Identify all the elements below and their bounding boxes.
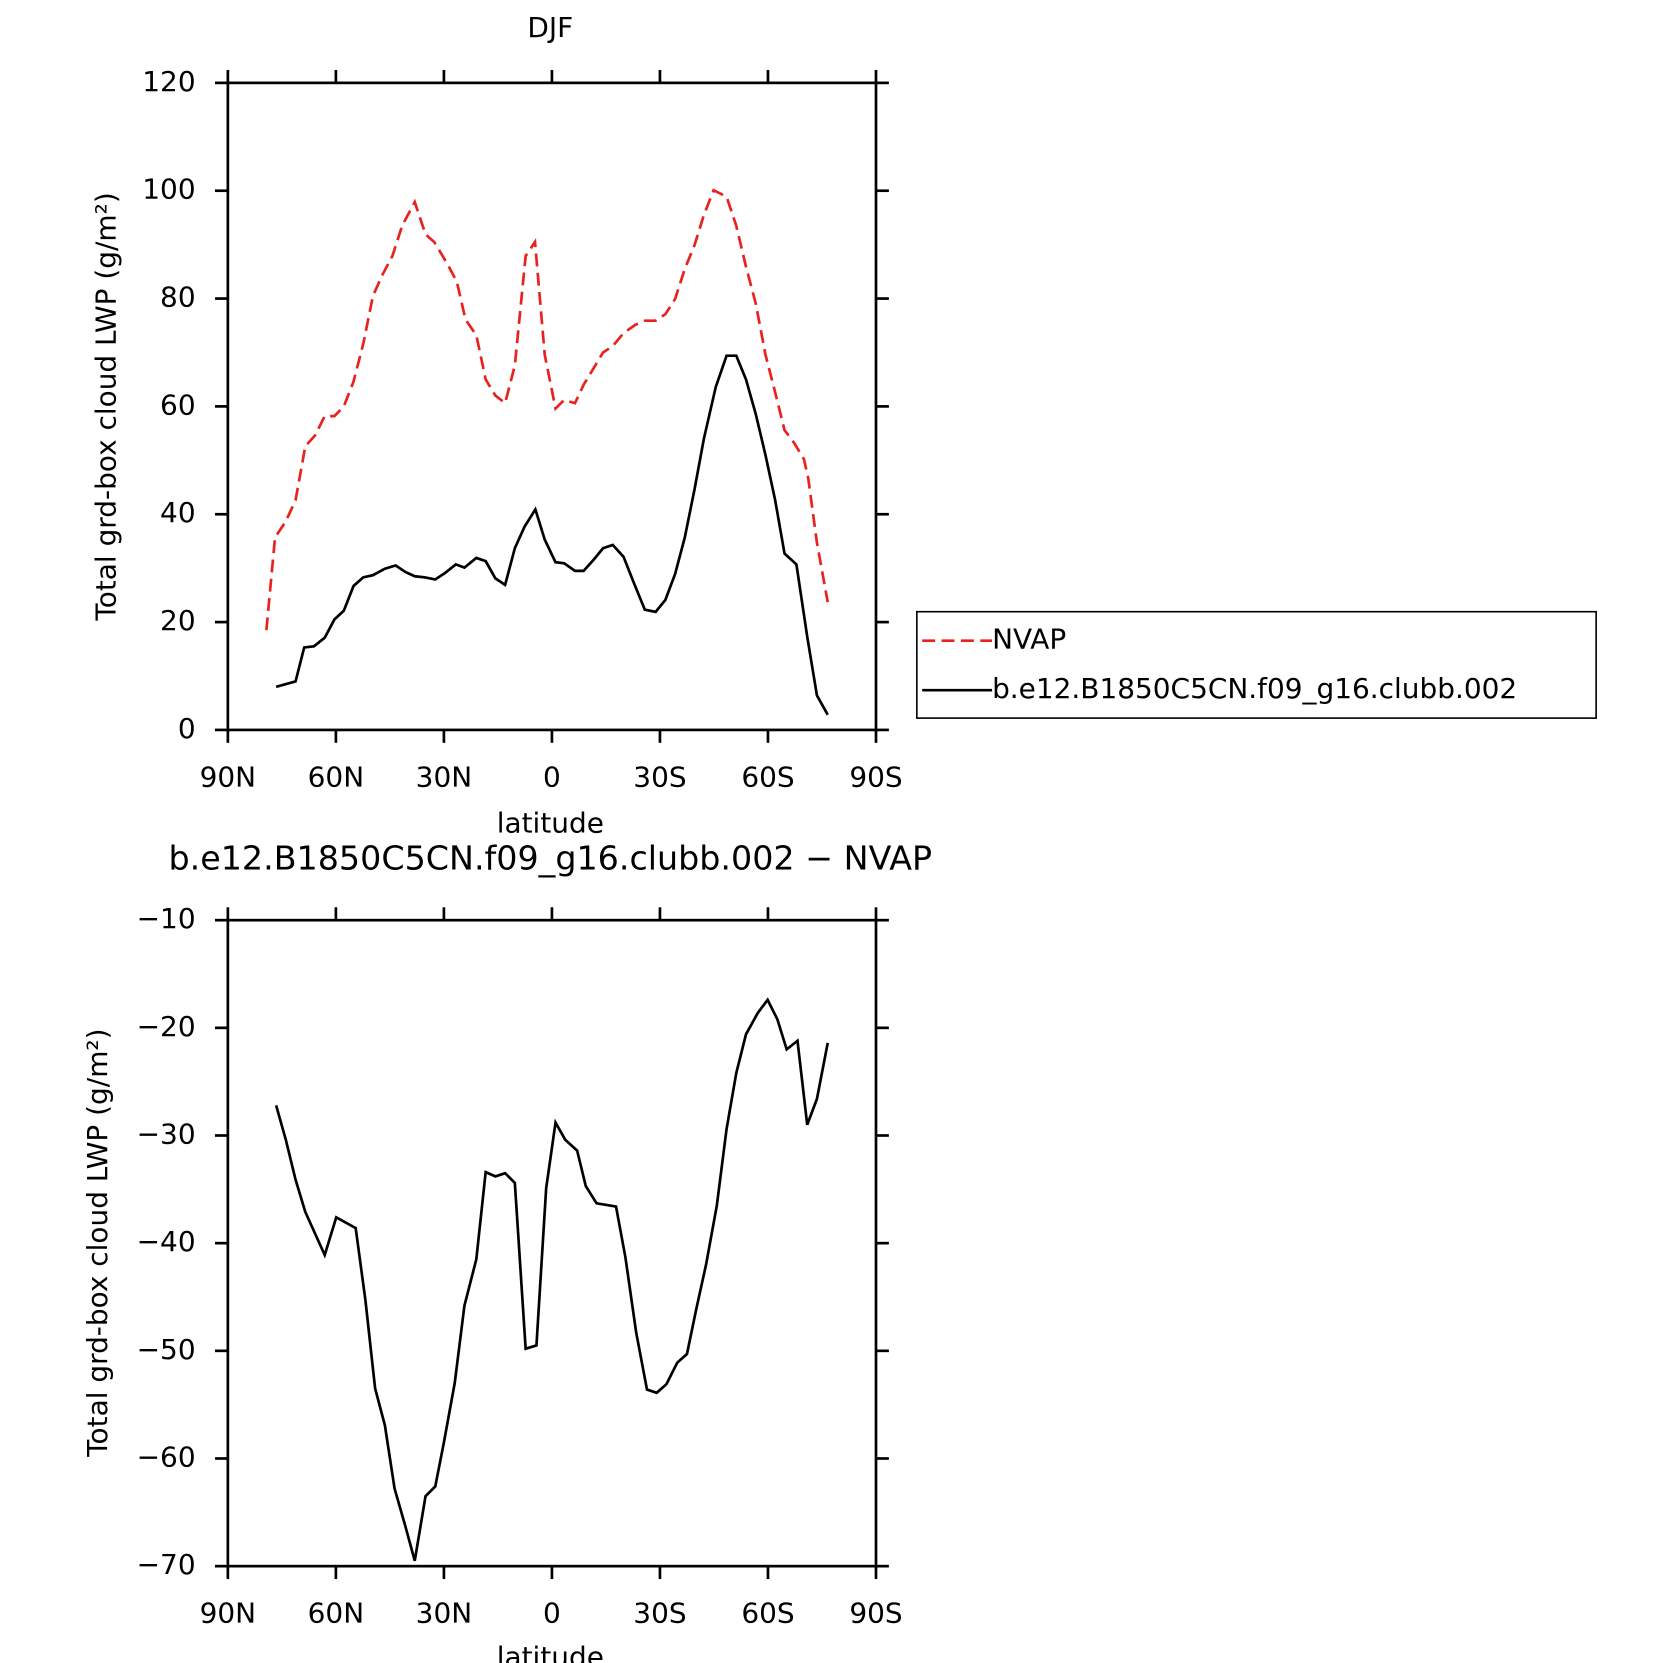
- y-tick-label: 100: [142, 173, 195, 206]
- y-tick-label: −60: [137, 1440, 196, 1473]
- x-tick-label: 60S: [741, 1597, 794, 1630]
- y-tick-label: 120: [142, 65, 195, 98]
- plot-frame: [226, 918, 878, 1568]
- x-tick-label: 30N: [416, 760, 472, 793]
- y-tick-label: 80: [160, 281, 196, 314]
- y-tick-label: 60: [160, 388, 196, 421]
- x-tick-label: 0: [543, 760, 561, 793]
- y-tick-label: −50: [137, 1333, 196, 1366]
- x-axis-label: latitude: [497, 1641, 604, 1663]
- y-tick-label: 40: [160, 496, 196, 529]
- chart-title: DJF: [527, 11, 573, 44]
- x-tick-label: 90S: [849, 1597, 902, 1630]
- legend-label: b.e12.B1850C5CN.f09_g16.clubb.002: [992, 672, 1517, 705]
- x-axis-label: latitude: [497, 807, 604, 840]
- y-tick-label: 20: [160, 604, 196, 637]
- x-tick-label: 30S: [633, 760, 686, 793]
- y-axis-label: Total grd-box cloud LWP (g/m²): [81, 1028, 114, 1457]
- legend-label: NVAP: [992, 623, 1066, 656]
- y-tick-label: −30: [137, 1118, 196, 1151]
- legend-box: [916, 610, 1597, 719]
- y-axis-label: Total grd-box cloud LWP (g/m²): [89, 192, 122, 621]
- x-tick-label: 60S: [741, 760, 794, 793]
- y-tick-label: −70: [137, 1548, 196, 1581]
- chart-title: b.e12.B1850C5CN.f09_g16.clubb.002 − NVAP: [168, 838, 932, 877]
- x-tick-label: 90S: [849, 760, 902, 793]
- y-tick-label: −40: [137, 1225, 196, 1258]
- data-line: [265, 188, 830, 631]
- data-line: [275, 354, 829, 716]
- x-tick-label: 60N: [308, 760, 364, 793]
- y-tick-label: −10: [137, 902, 196, 935]
- y-tick-label: 0: [178, 712, 196, 745]
- x-tick-label: 30N: [416, 1597, 472, 1630]
- x-tick-label: 90N: [200, 760, 256, 793]
- x-tick-label: 60N: [308, 1597, 364, 1630]
- x-tick-label: 0: [543, 1597, 561, 1630]
- x-tick-label: 30S: [633, 1597, 686, 1630]
- y-tick-label: −20: [137, 1010, 196, 1043]
- data-line: [274, 997, 830, 1562]
- x-tick-label: 90N: [200, 1597, 256, 1630]
